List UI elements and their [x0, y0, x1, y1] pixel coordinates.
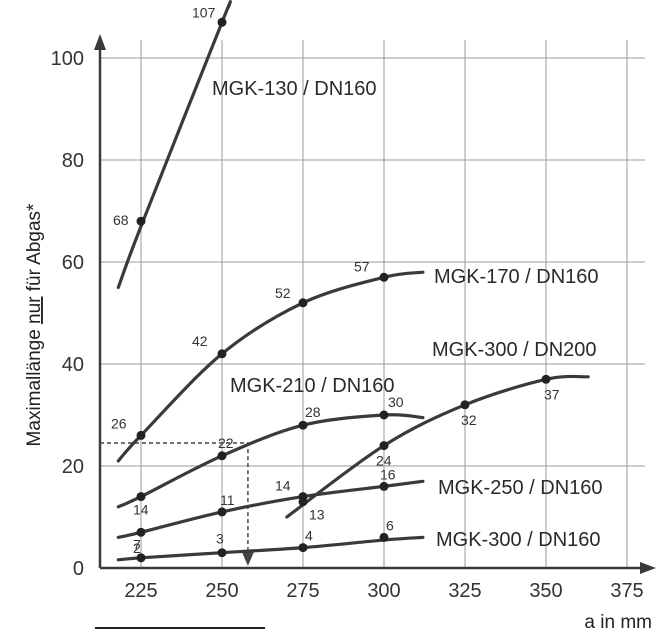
data-label: 14: [133, 502, 149, 518]
data-point: [379, 272, 389, 282]
grid: [100, 40, 645, 568]
data-point: [298, 497, 308, 507]
y-tick-label: 80: [62, 150, 84, 172]
y-tick-label: 20: [62, 456, 84, 478]
data-label: 14: [275, 478, 291, 494]
x-tick-label: 225: [124, 580, 157, 602]
data-label: 42: [192, 333, 208, 349]
data-point: [217, 451, 227, 461]
tick-labels: 225 250 275 300 325 350 375 0 20 40 60 80 100: [51, 48, 644, 602]
data-label: 107: [192, 4, 216, 20]
series: [116, 0, 590, 563]
data-label: 26: [111, 415, 127, 431]
y-axis-arrow: [94, 34, 106, 50]
data-label: 52: [275, 285, 291, 301]
data-point: [379, 441, 389, 451]
y-tick-label: 100: [51, 48, 84, 70]
data-label: 13: [309, 507, 325, 523]
axes: [94, 34, 656, 574]
x-tick-label: 350: [529, 580, 562, 602]
data-label: 6: [386, 517, 394, 533]
data-label: 57: [354, 258, 370, 274]
data-label: 4: [305, 528, 313, 544]
x-tick-label: 250: [205, 580, 238, 602]
data-point: [136, 492, 146, 502]
x-tick-label: 275: [286, 580, 319, 602]
x-tick-label: 325: [448, 580, 481, 602]
data-label: 28: [305, 404, 321, 420]
series-label: MGK-130 / DN160: [212, 78, 377, 100]
guide-arrow: [241, 552, 254, 566]
data-label: 16: [380, 466, 396, 482]
data-label: 68: [113, 212, 129, 228]
y-tick-label: 40: [62, 354, 84, 376]
series-line: [116, 479, 425, 539]
data-point: [298, 543, 308, 553]
y-axis-label: Maximallänge nur für Abgas*: [24, 203, 45, 447]
data-label: 37: [544, 386, 560, 402]
series-label: MGK-210 / DN160: [230, 375, 395, 397]
data-label: 11: [220, 492, 235, 508]
data-point: [217, 17, 227, 27]
x-axis-arrow: [640, 562, 656, 574]
data-point: [379, 481, 389, 491]
data-label: 2: [133, 540, 141, 556]
series-label: MGK-300 / DN160: [436, 529, 601, 551]
series-label: MGK-170 / DN160: [434, 266, 599, 288]
y-tick-label: 0: [73, 558, 84, 580]
x-tick-label: 300: [367, 580, 400, 602]
data-point: [460, 400, 470, 410]
series-line: [116, 535, 425, 562]
data-point: [136, 430, 146, 440]
x-axis-label: a in mm: [584, 612, 652, 632]
data-label: 32: [461, 412, 477, 428]
data-point: [298, 298, 308, 308]
data-point: [379, 410, 389, 420]
data-point: [217, 548, 227, 558]
data-point: [217, 507, 227, 517]
data-point: [136, 216, 146, 226]
data-point: [217, 349, 227, 359]
data-label: 24: [376, 453, 392, 469]
series-label: MGK-300 / DN200: [432, 339, 597, 361]
x-tick-label: 375: [610, 580, 643, 602]
data-label: 7: [133, 536, 141, 552]
data-point: [136, 553, 146, 563]
data-point: [541, 374, 551, 384]
data-label: 3: [216, 531, 224, 547]
data-label: 30: [388, 394, 404, 410]
data-point: [379, 532, 389, 542]
series-label: MGK-250 / DN160: [438, 477, 603, 499]
y-tick-label: 60: [62, 252, 84, 274]
data-point: [298, 420, 308, 430]
series-line: [116, 270, 425, 463]
data-label: 22: [218, 435, 234, 451]
data-point: [136, 527, 146, 537]
series-line: [116, 0, 232, 290]
